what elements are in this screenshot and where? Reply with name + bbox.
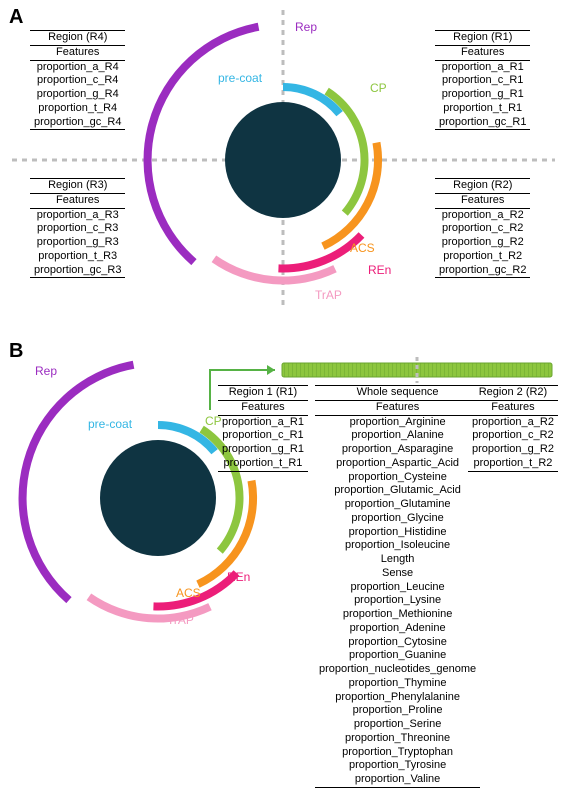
region1-table: Region 1 (R1) Features proportion_a_R1pr… <box>218 385 308 472</box>
svg-text:REn: REn <box>227 570 250 584</box>
svg-text:ACS: ACS <box>350 241 375 255</box>
region-r2-table: Region (R2) Features proportion_a_R2prop… <box>435 178 530 278</box>
svg-text:pre-coat: pre-coat <box>218 71 263 85</box>
panel-a-diagram: Rep pre-coat CP ACS REn TrAP <box>115 22 435 312</box>
svg-text:CP: CP <box>370 81 387 95</box>
whole-seq-table: Whole sequence Features proportion_Argin… <box>315 385 480 788</box>
svg-text:pre-coat: pre-coat <box>88 417 133 431</box>
svg-text:TrAP: TrAP <box>167 613 194 627</box>
region-r4-table: Region (R4) Features proportion_a_R4prop… <box>30 30 125 130</box>
svg-text:TrAP: TrAP <box>315 288 342 302</box>
region-r1-table: Region (R1) Features proportion_a_R1prop… <box>435 30 530 130</box>
svg-text:ACS: ACS <box>176 586 201 600</box>
region2-table: Region 2 (R2) Features proportion_a_R2pr… <box>468 385 558 472</box>
svg-text:Rep: Rep <box>295 22 317 34</box>
svg-text:Rep: Rep <box>35 364 57 378</box>
svg-text:REn: REn <box>368 263 391 277</box>
region-r3-table: Region (R3) Features proportion_a_R3prop… <box>30 178 125 278</box>
